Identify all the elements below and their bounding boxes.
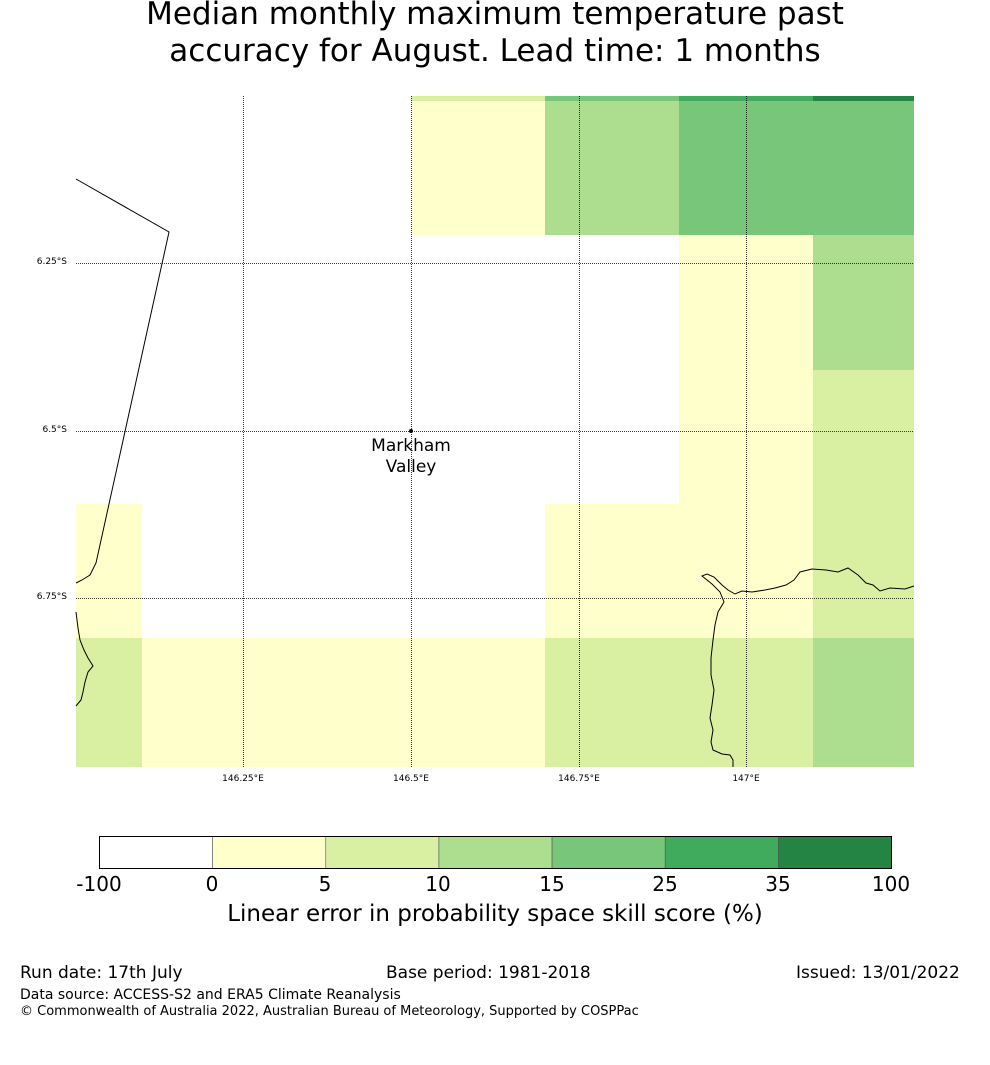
colorbar-swatch xyxy=(778,836,892,869)
colorbar-swatch xyxy=(325,836,440,869)
grid-cell xyxy=(545,504,813,638)
map-title-line1: Median monthly maximum temperature past xyxy=(146,0,844,32)
skill-grid xyxy=(76,96,914,767)
river-coastline xyxy=(701,567,915,767)
lon-label: 146.25°E xyxy=(222,774,264,784)
boundaries xyxy=(75,178,915,767)
colorbar-tick: 25 xyxy=(652,872,678,896)
province-border xyxy=(75,178,170,584)
grid-cell xyxy=(813,638,914,767)
grid-cell xyxy=(411,101,545,235)
grid-cell xyxy=(142,638,545,767)
lon-label: 146.5°E xyxy=(393,774,429,784)
colorbar-swatch xyxy=(664,836,779,869)
location-marker xyxy=(409,429,413,433)
grid-cell xyxy=(679,235,813,370)
grid-cell xyxy=(545,96,679,101)
coastline-west xyxy=(75,611,94,707)
map-title-line2: accuracy for August. Lead time: 1 months xyxy=(169,33,821,69)
lat-label: 6.25°S xyxy=(36,257,67,267)
colorbar-frame xyxy=(99,836,892,869)
map-title: Median monthly maximum temperature past … xyxy=(0,0,990,70)
colorbar-label: Linear error in probability space skill … xyxy=(227,901,763,927)
grid-cell xyxy=(76,504,142,638)
lon-label: 147°E xyxy=(732,774,760,784)
colorbar-tick: 35 xyxy=(765,872,791,896)
place-label-line1: Markham xyxy=(371,436,451,456)
grid-cell xyxy=(679,370,813,504)
graticule xyxy=(76,96,914,767)
colorbar-tick: -100 xyxy=(76,872,122,896)
grid-cell xyxy=(545,638,813,767)
grid-cell xyxy=(545,101,679,235)
colorbar-tick: 0 xyxy=(205,872,219,896)
lat-label: 6.5°S xyxy=(42,425,67,435)
run-date: Run date: 17th July xyxy=(20,963,183,983)
colorbar-tick: 5 xyxy=(318,872,332,896)
place-label: Markham Valley xyxy=(351,436,471,478)
grid-cell xyxy=(813,96,914,101)
lon-label: 146.75°E xyxy=(558,774,600,784)
place-label-line2: Valley xyxy=(385,457,437,477)
colorbar-swatch xyxy=(551,836,666,869)
grid-cell xyxy=(76,638,142,767)
colorbar-swatch xyxy=(99,836,213,869)
base-period: Base period: 1981-2018 xyxy=(386,963,591,983)
colorbar-tick: 10 xyxy=(425,872,451,896)
copyright: © Commonwealth of Australia 2022, Austra… xyxy=(20,1004,639,1019)
colorbar-tick: 100 xyxy=(871,872,911,896)
data-source: Data source: ACCESS-S2 and ERA5 Climate … xyxy=(20,987,401,1003)
grid-cell xyxy=(813,235,914,370)
colorbar-swatch xyxy=(438,836,553,869)
grid-cell xyxy=(411,96,545,101)
grid-cell xyxy=(813,370,914,638)
colorbar-tick: 15 xyxy=(539,872,565,896)
colorbar-swatch xyxy=(212,836,327,869)
grid-cell xyxy=(679,101,914,235)
grid-cell xyxy=(679,96,813,101)
lat-label: 6.75°S xyxy=(36,592,67,602)
issued-date: Issued: 13/01/2022 xyxy=(796,963,960,983)
